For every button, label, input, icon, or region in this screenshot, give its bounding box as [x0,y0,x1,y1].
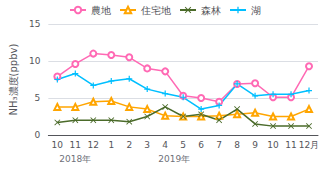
svg-text:森林: 森林 [201,5,221,16]
svg-text:6: 6 [198,140,204,150]
svg-text:4: 4 [162,140,168,150]
svg-text:2018年: 2018年 [59,154,91,164]
svg-text:15: 15 [29,19,40,29]
svg-text:11: 11 [70,140,81,150]
svg-text:1: 1 [108,140,114,150]
svg-text:8: 8 [234,140,240,150]
svg-text:住宅地: 住宅地 [141,5,171,16]
svg-text:7: 7 [216,140,222,150]
svg-text:11: 11 [285,140,296,150]
svg-text:9: 9 [252,140,258,150]
svg-text:10: 10 [29,56,41,66]
svg-text:12: 12 [88,140,99,150]
svg-text:2: 2 [126,140,132,150]
svg-text:2019年: 2019年 [158,154,190,164]
svg-text:10: 10 [267,140,279,150]
svg-text:0: 0 [35,130,41,140]
svg-text:3: 3 [144,140,150,150]
svg-text:12月: 12月 [299,140,319,150]
svg-text:NH₃濃度(ppbv): NH₃濃度(ppbv) [8,44,19,116]
svg-text:農地: 農地 [91,5,111,16]
svg-text:5: 5 [180,140,186,150]
svg-text:5: 5 [35,93,41,103]
svg-text:湖: 湖 [251,5,261,16]
svg-text:10: 10 [52,140,64,150]
